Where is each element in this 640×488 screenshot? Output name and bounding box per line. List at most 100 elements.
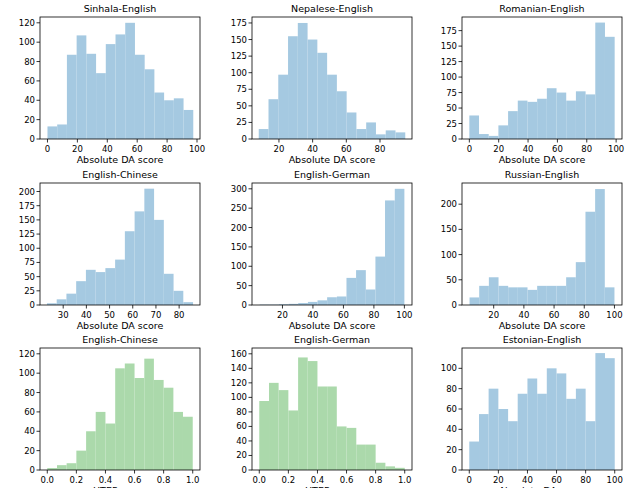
bar xyxy=(327,297,337,305)
panel: 020406080100020406080100120Sinhala-Engli… xyxy=(19,3,205,165)
bar xyxy=(576,91,586,139)
bar xyxy=(376,463,386,470)
x-tick xyxy=(107,139,108,143)
x-tick xyxy=(163,470,164,474)
panel-title: Russian-English xyxy=(505,169,579,180)
x-tick xyxy=(167,139,168,143)
y-tick xyxy=(249,105,253,106)
bar xyxy=(576,262,586,305)
y-tick xyxy=(249,89,253,90)
y-tick xyxy=(459,305,463,306)
bar xyxy=(498,125,508,139)
x-tick-label: 80 xyxy=(174,310,185,320)
y-tick xyxy=(249,353,253,354)
x-tick xyxy=(614,470,615,474)
x-tick xyxy=(375,470,376,474)
y-tick-label: 20 xyxy=(24,115,35,125)
x-tick xyxy=(288,470,289,474)
y-tick-label: 50 xyxy=(236,281,247,291)
y-tick xyxy=(459,254,463,255)
x-tick-label: 0.2 xyxy=(70,475,84,485)
y-tick-label: 0 xyxy=(30,300,35,310)
bar xyxy=(66,294,76,305)
bar xyxy=(586,94,596,139)
frame xyxy=(462,17,622,139)
x-tick-label: 0.4 xyxy=(99,475,113,485)
bar xyxy=(76,281,86,305)
bars xyxy=(469,353,614,470)
x-tick xyxy=(259,470,260,474)
y-tick xyxy=(249,56,253,57)
x-tick xyxy=(556,470,557,474)
bar xyxy=(184,110,194,139)
bar xyxy=(605,358,615,470)
bar xyxy=(585,212,595,305)
bar xyxy=(144,359,154,470)
x-tick xyxy=(47,139,48,143)
bar xyxy=(308,40,318,139)
bar xyxy=(547,88,557,139)
y-tick-label: 125 xyxy=(441,57,457,67)
bar xyxy=(337,91,347,139)
bar xyxy=(278,75,288,139)
y-tick-label: 120 xyxy=(19,349,35,359)
y-tick-label: 20 xyxy=(24,446,35,456)
bar xyxy=(183,417,193,470)
y-tick-label: 175 xyxy=(19,201,35,211)
x-tick-label: 80 xyxy=(581,144,592,154)
bar xyxy=(356,445,366,470)
x-tick xyxy=(527,470,528,474)
x-tick-label: 40 xyxy=(81,310,92,320)
x-tick xyxy=(155,305,156,309)
y-tick xyxy=(37,61,41,62)
y-tick xyxy=(459,204,463,205)
x-tick xyxy=(63,305,64,309)
y-tick xyxy=(459,30,463,31)
bar xyxy=(576,389,586,470)
y-tick-label: 0 xyxy=(30,134,35,144)
bar xyxy=(86,431,96,470)
y-tick-label: 125 xyxy=(231,51,247,61)
y-tick-label: 100 xyxy=(441,72,457,82)
x-tick xyxy=(498,139,499,143)
x-tick-label: 0.0 xyxy=(41,475,55,485)
y-tick xyxy=(459,229,463,230)
y-tick xyxy=(249,266,253,267)
y-tick xyxy=(37,262,41,263)
x-tick-label: 20 xyxy=(493,144,504,154)
bar xyxy=(116,34,126,139)
y-tick xyxy=(249,411,253,412)
bar xyxy=(556,286,566,305)
y-tick xyxy=(249,208,253,209)
x-tick-label: 100 xyxy=(608,144,624,154)
frame xyxy=(40,183,200,305)
bar xyxy=(57,124,67,139)
y-tick-label: 50 xyxy=(24,272,35,282)
y-tick-label: 100 xyxy=(441,250,457,260)
y-tick-label: 175 xyxy=(231,18,247,28)
bar xyxy=(376,134,386,139)
y-tick-label: 120 xyxy=(231,378,247,388)
y-tick xyxy=(37,470,41,471)
x-tick xyxy=(614,305,615,309)
frame xyxy=(40,17,200,139)
y-tick-label: 160 xyxy=(231,349,247,359)
bar xyxy=(57,299,67,305)
x-tick xyxy=(584,305,585,309)
panel-title: Estonian-English xyxy=(503,334,582,345)
y-tick-label: 80 xyxy=(24,388,35,398)
y-tick-label: 0 xyxy=(242,134,247,144)
x-tick xyxy=(134,470,135,474)
y-tick-label: 140 xyxy=(231,363,247,373)
x-tick-label: 0.4 xyxy=(311,475,325,485)
bar xyxy=(537,394,547,470)
bar xyxy=(279,390,289,470)
bar xyxy=(508,287,518,305)
y-tick-label: 25 xyxy=(236,117,247,127)
x-tick-label: 50 xyxy=(104,310,115,320)
bar xyxy=(528,290,538,305)
y-tick xyxy=(459,61,463,62)
x-tick-label: 40 xyxy=(518,310,529,320)
x-tick-label: 0 xyxy=(45,144,50,154)
bar xyxy=(288,36,298,139)
